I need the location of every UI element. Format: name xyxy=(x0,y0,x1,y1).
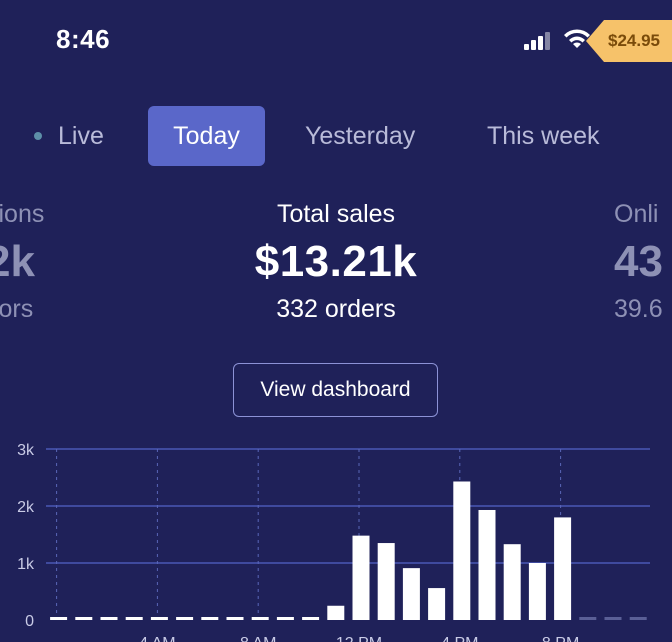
date-range-tabs: Live Today Yesterday This week xyxy=(0,106,672,166)
x-tick-label: 8 AM xyxy=(240,635,276,642)
tab-this-week[interactable]: This week xyxy=(487,121,600,150)
bar-hour-6 xyxy=(201,617,219,620)
bar-hour-22 xyxy=(604,617,622,620)
wifi-icon xyxy=(564,29,590,48)
x-tick-label: 8 PM xyxy=(542,635,579,642)
metric-label: Onli xyxy=(614,200,659,228)
metric-value: 2k xyxy=(0,237,35,286)
metric-card-sessions-partial[interactable]: sions 2k itors xyxy=(0,200,44,324)
bar-hour-3 xyxy=(125,617,143,620)
metric-label: sions xyxy=(0,200,45,228)
bar-hour-2 xyxy=(100,617,118,620)
tab-live-label: Live xyxy=(58,121,104,150)
bar-hour-9 xyxy=(276,617,294,620)
metric-card-online-partial[interactable]: Onli 43 39.6 xyxy=(614,200,663,324)
y-tick-label: 2k xyxy=(17,499,35,516)
bar-hour-1 xyxy=(75,617,93,620)
y-tick-label: 0 xyxy=(25,613,34,630)
tab-live[interactable]: Live xyxy=(34,106,104,166)
x-tick-label: 4 PM xyxy=(441,635,478,642)
bar-hour-23 xyxy=(629,617,647,620)
metric-card-total-sales: Total sales $13.21k 332 orders xyxy=(0,200,672,324)
bar-hour-12 xyxy=(352,535,370,620)
x-tick-label: 4 AM xyxy=(139,635,175,642)
bar-hour-18 xyxy=(503,544,521,620)
sales-bar-chart: 3k 2k 1k 0 4 AM 8 AM 12 PM 4 PM 8 PM xyxy=(17,442,650,642)
total-sales-label: Total sales xyxy=(276,200,396,228)
status-time: 8:46 xyxy=(56,24,111,54)
bar-hour-8 xyxy=(251,617,269,620)
bar-hour-5 xyxy=(176,617,194,620)
metric-value: 43 xyxy=(614,237,663,286)
view-dashboard-button[interactable]: View dashboard xyxy=(233,363,438,417)
bar-hour-20 xyxy=(554,517,572,620)
price-badge[interactable]: $24.95 xyxy=(586,20,672,62)
bar-hour-15 xyxy=(428,588,446,620)
tab-yesterday[interactable]: Yesterday xyxy=(305,121,416,150)
bar-hour-11 xyxy=(327,605,345,620)
total-sales-value: $13.21k xyxy=(254,237,418,286)
tab-today[interactable]: Today xyxy=(148,106,265,166)
y-tick-label: 3k xyxy=(17,442,35,459)
orders-count: 332 orders xyxy=(276,295,396,323)
bar-hour-17 xyxy=(478,509,496,620)
live-dot-icon xyxy=(34,132,42,140)
bar-hour-14 xyxy=(402,568,420,620)
bar-hour-19 xyxy=(528,563,546,620)
bar-hour-7 xyxy=(226,617,244,620)
x-tick-label: 12 PM xyxy=(336,635,382,642)
sales-chart: 3k 2k 1k 0 4 AM 8 AM 12 PM 4 PM 8 PM xyxy=(0,436,672,642)
bar-hour-21 xyxy=(579,617,597,620)
bar-hour-0 xyxy=(50,617,68,620)
bar-hour-16 xyxy=(453,481,471,620)
bar-hour-4 xyxy=(150,617,168,620)
metric-sub: itors xyxy=(0,295,34,323)
metric-sub: 39.6 xyxy=(614,295,663,323)
cellular-signal-icon xyxy=(524,32,552,50)
y-tick-label: 1k xyxy=(17,556,35,573)
bar-hour-13 xyxy=(377,543,395,620)
bar-hour-10 xyxy=(302,617,320,620)
